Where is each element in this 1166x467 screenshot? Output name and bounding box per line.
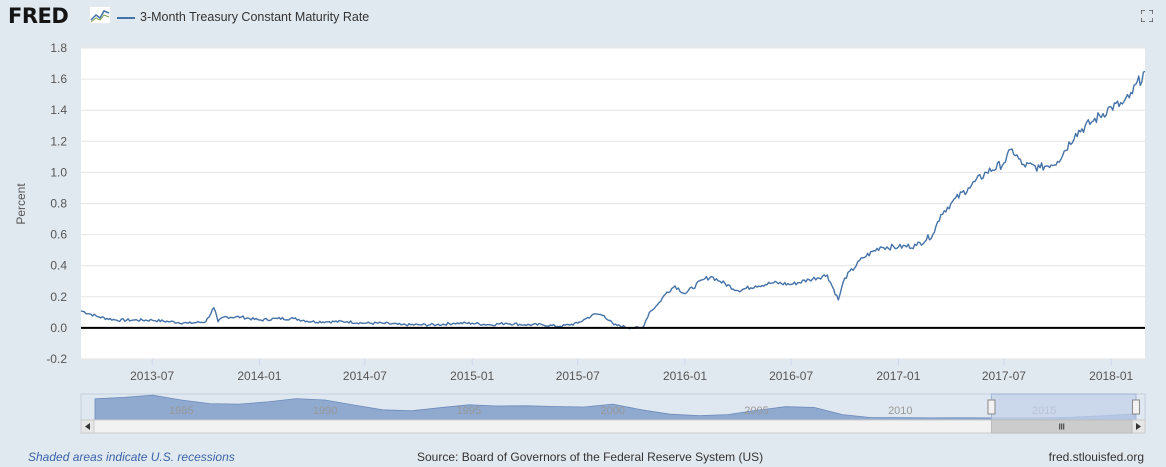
- scrollbar-track[interactable]: [80, 419, 1146, 434]
- legend-series-marker: [117, 17, 135, 19]
- navigator-year-label: 2005: [744, 405, 768, 417]
- navigator-right-handle[interactable]: [1131, 399, 1140, 415]
- x-tick-label: 2015-01: [450, 369, 494, 383]
- x-tick-labels: 2013-07 2014-01 2014-07 2015-01 2015-07 2016-…: [130, 359, 1134, 383]
- x-tick-label: 2017-01: [876, 369, 920, 383]
- navigator-selected-range[interactable]: [990, 393, 1137, 421]
- x-tick-label: 2016-07: [769, 369, 813, 383]
- x-tick-label: 2015-07: [556, 369, 600, 383]
- grip-icon: [1059, 423, 1065, 430]
- y-tick-label: 0.6: [50, 228, 67, 242]
- source-text: Source: Board of Governors of the Federa…: [417, 450, 764, 464]
- navigator-year-label: 1985: [169, 405, 193, 417]
- fred-logo[interactable]: FRED: [8, 4, 69, 28]
- navigator-year-label: 1990: [313, 405, 337, 417]
- y-tick-label: 0.2: [50, 290, 67, 304]
- legend-series-label: 3-Month Treasury Constant Maturity Rate: [140, 10, 370, 24]
- y-tick-label: 1.8: [50, 41, 67, 55]
- x-tick-label: 2014-07: [343, 369, 387, 383]
- site-credit[interactable]: fred.stlouisfed.org: [1048, 450, 1144, 464]
- fred-chart-logo-icon: [89, 6, 111, 24]
- navigator-year-label: 2000: [600, 405, 624, 417]
- y-tick-label: 0.0: [50, 321, 67, 335]
- y-axis-label: Percent: [14, 183, 28, 225]
- y-tick-label: 1.0: [50, 165, 67, 179]
- y-tick-label: 1.4: [50, 103, 67, 117]
- y-tick-labels: -0.2 0.0 0.2 0.4 0.6 0.8 1.0 1.2 1.4 1.6 1.8: [46, 41, 67, 366]
- y-tick-label: 0.8: [50, 197, 67, 211]
- navigator-year-label: 1995: [457, 405, 481, 417]
- x-tick-label: 2013-07: [130, 369, 174, 383]
- y-tick-label: 1.6: [50, 72, 67, 86]
- x-tick-label: 2014-01: [237, 369, 281, 383]
- y-tick-label: -0.2: [46, 352, 67, 366]
- navigator-left-handle[interactable]: [987, 399, 996, 415]
- navigator-year-label: 2010: [888, 405, 912, 417]
- chart: -0.2 0.0 0.2 0.4 0.6 0.8 1.0 1.2 1.4 1.6 1.8 2013-…: [14, 41, 1146, 434]
- y-tick-label: 1.2: [50, 134, 67, 148]
- x-tick-label: 2018-01: [1089, 369, 1133, 383]
- scrollbar[interactable]: [80, 419, 1146, 434]
- series-line: [80, 70, 1146, 330]
- y-tick-label: 0.4: [50, 259, 67, 273]
- navigator[interactable]: 1985199019952000200520102015: [80, 393, 1146, 421]
- x-tick-label: 2017-07: [982, 369, 1026, 383]
- x-tick-label: 2016-01: [663, 369, 707, 383]
- arrow-right-icon: [1136, 423, 1141, 430]
- arrow-left-icon: [85, 423, 90, 430]
- recessions-note-link[interactable]: Shaded areas indicate U.S. recessions: [28, 450, 235, 464]
